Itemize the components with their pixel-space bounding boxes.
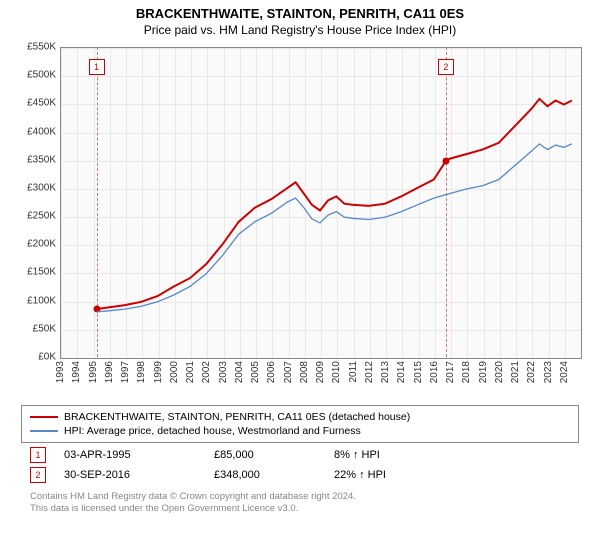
legend-label: BRACKENTHWAITE, STAINTON, PENRITH, CA11 … <box>64 411 410 423</box>
footer-line: Contains HM Land Registry data © Crown c… <box>30 491 570 503</box>
footer-attribution: Contains HM Land Registry data © Crown c… <box>30 491 570 515</box>
info-price: £348,000 <box>214 469 334 481</box>
info-price: £85,000 <box>214 449 334 461</box>
info-delta: 22% ↑ HPI <box>334 469 454 481</box>
chart-area: £0K£50K£100K£150K£200K£250K£300K£350K£40… <box>10 41 590 401</box>
legend-row: HPI: Average price, detached house, West… <box>30 424 570 438</box>
info-row: 1 03-APR-1995£85,0008% ↑ HPI <box>30 445 570 465</box>
info-date: 30-SEP-2016 <box>64 469 214 481</box>
chart-container: BRACKENTHWAITE, STAINTON, PENRITH, CA11 … <box>0 6 600 515</box>
legend-swatch <box>30 430 58 432</box>
legend: BRACKENTHWAITE, STAINTON, PENRITH, CA11 … <box>21 405 579 443</box>
series-line <box>97 144 572 312</box>
info-marker-box: 1 <box>30 447 46 463</box>
info-marker-box: 2 <box>30 467 46 483</box>
legend-label: HPI: Average price, detached house, West… <box>64 425 361 437</box>
marker-info-table: 1 03-APR-1995£85,0008% ↑ HPI 2 30-SEP-2016£… <box>30 445 570 485</box>
chart-title: BRACKENTHWAITE, STAINTON, PENRITH, CA11 … <box>0 6 600 21</box>
info-date: 03-APR-1995 <box>64 449 214 461</box>
legend-swatch <box>30 416 58 418</box>
info-row: 2 30-SEP-2016£348,00022% ↑ HPI <box>30 465 570 485</box>
series-line <box>97 99 572 309</box>
info-delta: 8% ↑ HPI <box>334 449 454 461</box>
chart-subtitle: Price paid vs. HM Land Registry's House … <box>0 23 600 37</box>
legend-row: BRACKENTHWAITE, STAINTON, PENRITH, CA11 … <box>30 410 570 424</box>
footer-line: This data is licensed under the Open Gov… <box>30 503 570 515</box>
series-svg <box>10 41 590 367</box>
